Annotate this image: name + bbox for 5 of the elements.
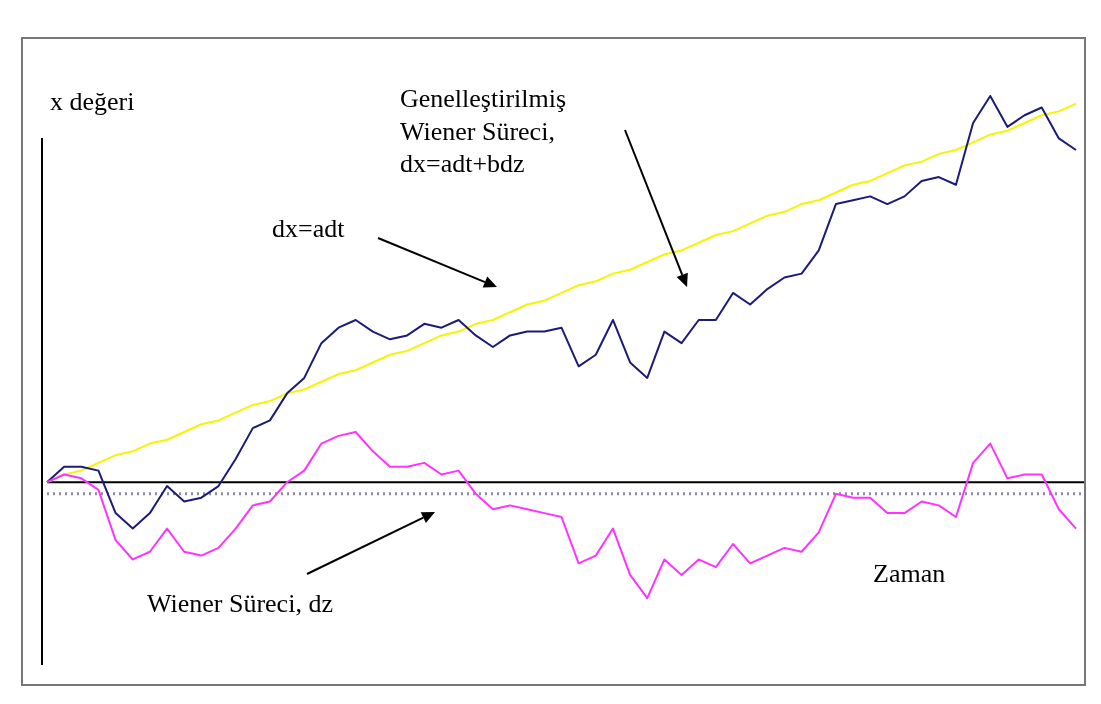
y-axis-title: x değeri [50, 86, 135, 118]
annotation: Wiener Süreci, dz [147, 588, 333, 620]
annotation: dx=adt [272, 213, 345, 245]
annotation: Genelleştirilmiş Wiener Süreci, dx=adt+bdz [400, 83, 567, 180]
x-axis-title: Zaman [873, 558, 946, 590]
